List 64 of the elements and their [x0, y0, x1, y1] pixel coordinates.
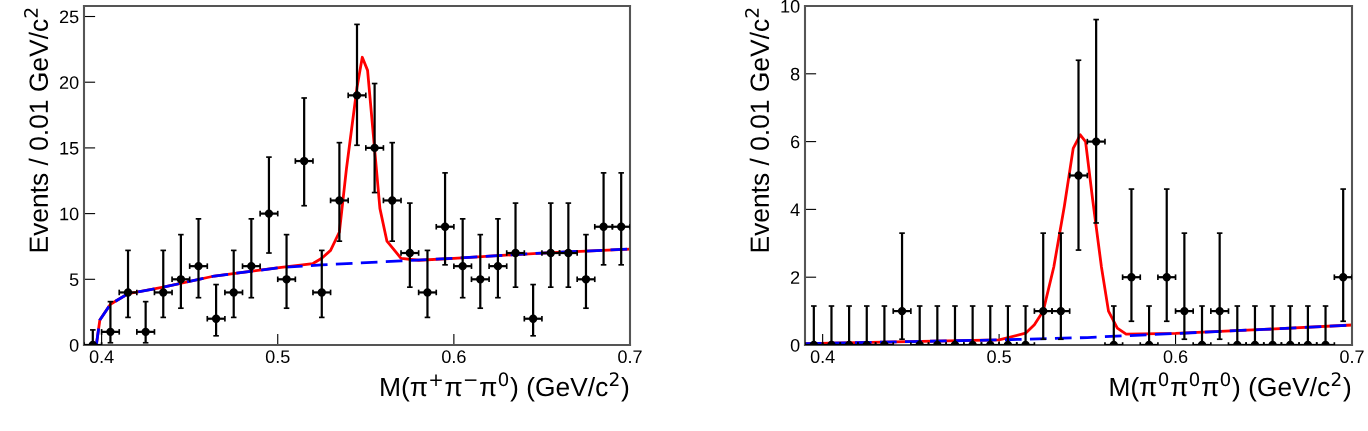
text: M(π$^{0}$π$^{0}$π$^{0}$) (GeV/c$^{2}$)	[1110, 372, 1351, 402]
x-tick-label: 0.5	[987, 350, 1011, 364]
y-tick-label: 8	[790, 67, 800, 81]
point	[1127, 273, 1136, 282]
point	[299, 156, 309, 166]
point	[581, 275, 591, 284]
point	[1215, 306, 1224, 316]
y-tick-label: 6	[791, 135, 800, 149]
point	[546, 248, 555, 258]
point	[176, 275, 186, 284]
point	[1039, 306, 1048, 316]
x-tick-label: 0.7	[1340, 350, 1364, 364]
point	[1056, 306, 1066, 316]
point	[370, 143, 379, 153]
point	[1162, 273, 1171, 282]
point	[229, 288, 238, 297]
x-tick-label: 0.4	[89, 350, 114, 364]
point	[106, 327, 115, 337]
y-tick-label: 4	[790, 203, 800, 216]
y-tick-label: 2	[791, 271, 800, 284]
x-tick-label: 0.7	[618, 350, 642, 364]
point	[1091, 137, 1101, 146]
text: M(π$^{+}$π$^{−}$π$^{0}$) (GeV/c$^{2}$)	[381, 372, 629, 402]
point	[511, 248, 520, 258]
y-tick-label: 10	[781, 0, 800, 13]
x-tick-label: 0.4	[810, 350, 835, 364]
x-tick-label: 0.5	[265, 350, 290, 364]
point	[617, 222, 626, 231]
y-tick-label: 25	[59, 10, 79, 24]
y-tick-label: 15	[60, 142, 79, 155]
point	[564, 248, 573, 258]
point	[141, 327, 150, 337]
point	[1074, 171, 1083, 180]
y-axis-title: Events / 0.01 GeV/c$^{2}$	[24, 8, 49, 252]
point	[528, 314, 538, 323]
point	[194, 261, 203, 271]
y-tick-label: 5	[69, 273, 79, 287]
point	[599, 222, 608, 231]
point	[897, 306, 907, 316]
point	[247, 261, 256, 271]
point	[423, 288, 432, 297]
y-axis-title: Events / 0.01 GeV/c$^{2}$	[745, 8, 770, 252]
x-tick-label: 0.6	[442, 350, 466, 364]
point	[1180, 306, 1189, 316]
point	[264, 209, 274, 218]
y-tick-label: 20	[59, 76, 79, 89]
point	[335, 196, 344, 205]
point	[282, 275, 291, 284]
point	[159, 288, 168, 297]
x-tick-label: 0.6	[1163, 350, 1188, 364]
point	[1339, 273, 1348, 282]
point	[476, 275, 485, 284]
point	[388, 196, 397, 205]
point	[317, 288, 326, 297]
point	[458, 261, 467, 271]
point	[211, 314, 221, 323]
y-tick-label: 0	[790, 338, 800, 352]
y-tick-label: 0	[69, 338, 79, 352]
point	[405, 248, 415, 258]
point	[440, 222, 450, 231]
point	[123, 288, 133, 297]
y-tick-label: 10	[60, 207, 79, 221]
point	[493, 261, 503, 271]
point	[352, 91, 362, 100]
